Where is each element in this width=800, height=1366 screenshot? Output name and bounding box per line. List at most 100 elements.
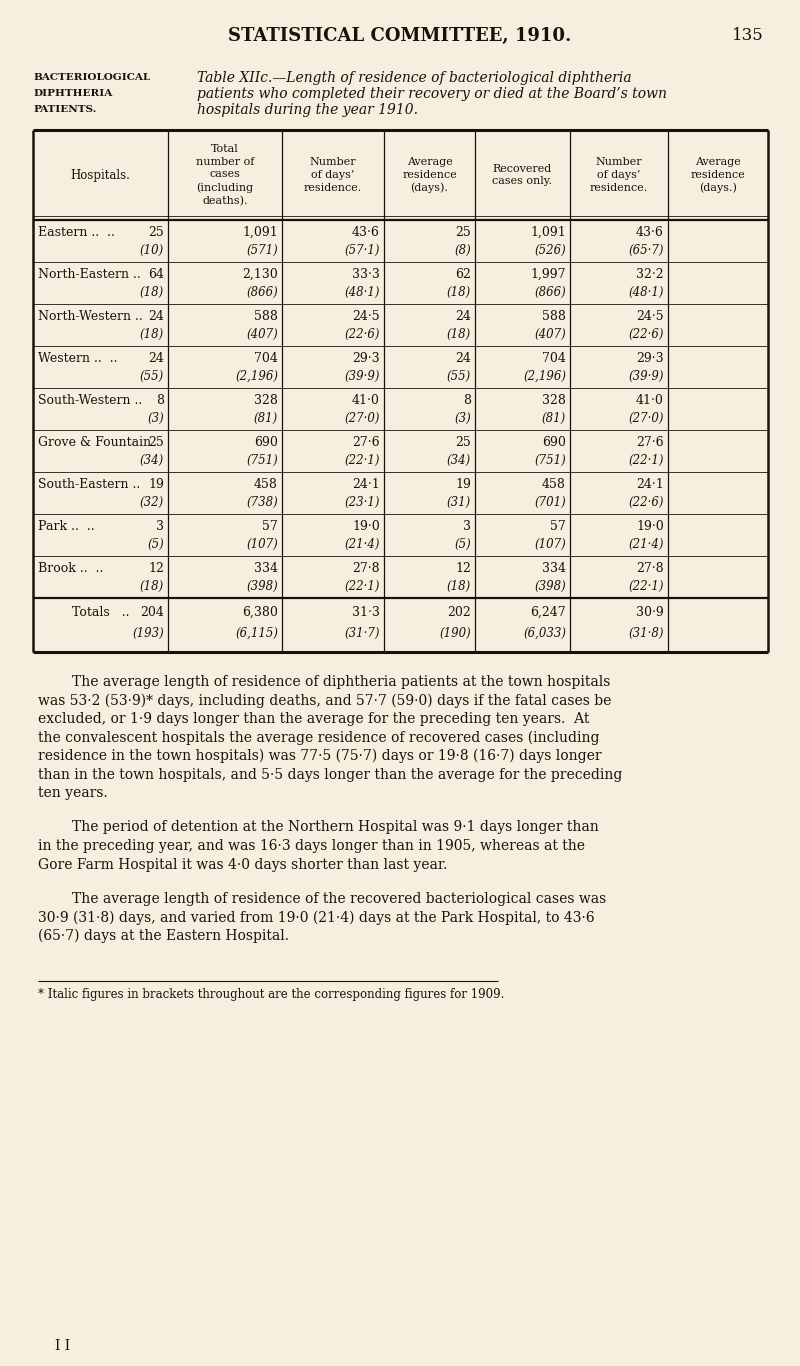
Text: 328: 328 xyxy=(542,395,566,407)
Text: 31·3: 31·3 xyxy=(352,607,380,619)
Text: 135: 135 xyxy=(732,27,764,45)
Text: (65·7) days at the Eastern Hospital.: (65·7) days at the Eastern Hospital. xyxy=(38,929,289,943)
Text: 2,130: 2,130 xyxy=(242,268,278,281)
Text: (3): (3) xyxy=(454,411,471,425)
Text: BACTERIOLOGICAL: BACTERIOLOGICAL xyxy=(33,74,150,82)
Text: 690: 690 xyxy=(254,436,278,449)
Text: (866): (866) xyxy=(534,285,566,299)
Text: STATISTICAL COMMITTEE, 1910.: STATISTICAL COMMITTEE, 1910. xyxy=(228,27,572,45)
Text: (526): (526) xyxy=(534,243,566,257)
Text: 30·9: 30·9 xyxy=(636,607,664,619)
Text: 334: 334 xyxy=(542,561,566,575)
Text: (8): (8) xyxy=(454,243,471,257)
Text: (22·1): (22·1) xyxy=(345,454,380,467)
Text: (5): (5) xyxy=(147,538,164,550)
Text: (65·7): (65·7) xyxy=(629,243,664,257)
Text: 25: 25 xyxy=(455,227,471,239)
Text: (701): (701) xyxy=(534,496,566,508)
Text: 29·3: 29·3 xyxy=(636,352,664,365)
Text: 25: 25 xyxy=(148,436,164,449)
Text: 57: 57 xyxy=(262,520,278,533)
Text: (571): (571) xyxy=(246,243,278,257)
Text: 8: 8 xyxy=(156,395,164,407)
Text: 588: 588 xyxy=(254,310,278,324)
Text: 24·5: 24·5 xyxy=(352,310,380,324)
Text: (193): (193) xyxy=(132,627,164,639)
Text: ten years.: ten years. xyxy=(38,785,108,800)
Text: (866): (866) xyxy=(246,285,278,299)
Text: (32): (32) xyxy=(140,496,164,508)
Text: 458: 458 xyxy=(254,478,278,492)
Text: 24: 24 xyxy=(455,352,471,365)
Text: 204: 204 xyxy=(140,607,164,619)
Text: 57: 57 xyxy=(550,520,566,533)
Text: 6,380: 6,380 xyxy=(242,607,278,619)
Text: (22·1): (22·1) xyxy=(345,579,380,593)
Text: than in the town hospitals, and 5·5 days longer than the average for the precedi: than in the town hospitals, and 5·5 days… xyxy=(38,768,622,781)
Text: 41·0: 41·0 xyxy=(636,395,664,407)
Text: 29·3: 29·3 xyxy=(352,352,380,365)
Text: (57·1): (57·1) xyxy=(345,243,380,257)
Text: 19·0: 19·0 xyxy=(636,520,664,533)
Text: the convalescent hospitals the average residence of recovered cases (including: the convalescent hospitals the average r… xyxy=(38,731,599,744)
Text: I I: I I xyxy=(55,1339,70,1352)
Text: (18): (18) xyxy=(446,579,471,593)
Text: Table XIIc.—Length of residence of bacteriological diphtheria: Table XIIc.—Length of residence of bacte… xyxy=(197,71,632,85)
Text: 1,997: 1,997 xyxy=(530,268,566,281)
Text: 64: 64 xyxy=(148,268,164,281)
Text: 19·0: 19·0 xyxy=(352,520,380,533)
Text: 588: 588 xyxy=(542,310,566,324)
Text: 12: 12 xyxy=(148,561,164,575)
Text: (18): (18) xyxy=(446,328,471,340)
Text: (738): (738) xyxy=(246,496,278,508)
Text: 19: 19 xyxy=(455,478,471,492)
Text: Total
number of
cases
(including
deaths).: Total number of cases (including deaths)… xyxy=(196,143,254,206)
Text: Hospitals.: Hospitals. xyxy=(70,168,130,182)
Text: 24: 24 xyxy=(455,310,471,324)
Text: (190): (190) xyxy=(439,627,471,639)
Text: patients who completed their recovery or died at the Board’s town: patients who completed their recovery or… xyxy=(197,87,667,101)
Text: Totals   ..: Totals .. xyxy=(72,607,130,619)
Text: (81): (81) xyxy=(254,411,278,425)
Text: (18): (18) xyxy=(140,285,164,299)
Text: (751): (751) xyxy=(246,454,278,467)
Text: 32·2: 32·2 xyxy=(636,268,664,281)
Text: (22·1): (22·1) xyxy=(629,579,664,593)
Text: 43·6: 43·6 xyxy=(636,227,664,239)
Text: 1,091: 1,091 xyxy=(530,227,566,239)
Text: 62: 62 xyxy=(455,268,471,281)
Text: (6,033): (6,033) xyxy=(523,627,566,639)
Text: (18): (18) xyxy=(140,328,164,340)
Text: 704: 704 xyxy=(254,352,278,365)
Text: 704: 704 xyxy=(542,352,566,365)
Text: was 53·2 (53·9)* days, including deaths, and 57·7 (59·0) days if the fatal cases: was 53·2 (53·9)* days, including deaths,… xyxy=(38,694,611,708)
Text: (81): (81) xyxy=(542,411,566,425)
Text: (22·6): (22·6) xyxy=(345,328,380,340)
Text: (18): (18) xyxy=(446,285,471,299)
Text: (31): (31) xyxy=(446,496,471,508)
Text: 24·5: 24·5 xyxy=(636,310,664,324)
Text: Eastern ..  ..: Eastern .. .. xyxy=(38,227,115,239)
Text: (48·1): (48·1) xyxy=(629,285,664,299)
Text: 3: 3 xyxy=(463,520,471,533)
Text: (107): (107) xyxy=(246,538,278,550)
Text: 24·1: 24·1 xyxy=(636,478,664,492)
Text: (3): (3) xyxy=(147,411,164,425)
Text: 27·6: 27·6 xyxy=(352,436,380,449)
Text: 27·6: 27·6 xyxy=(636,436,664,449)
Text: 1,091: 1,091 xyxy=(242,227,278,239)
Text: 24: 24 xyxy=(148,310,164,324)
Text: Brook ..  ..: Brook .. .. xyxy=(38,561,103,575)
Text: (27·0): (27·0) xyxy=(345,411,380,425)
Text: North-Western ..: North-Western .. xyxy=(38,310,142,324)
Text: (34): (34) xyxy=(446,454,471,467)
Text: 41·0: 41·0 xyxy=(352,395,380,407)
Text: The average length of residence of the recovered bacteriological cases was: The average length of residence of the r… xyxy=(72,892,606,906)
Text: South-Eastern ..: South-Eastern .. xyxy=(38,478,140,492)
Text: hospitals during the year 1910.: hospitals during the year 1910. xyxy=(197,102,418,117)
Text: Average
residence
(days.): Average residence (days.) xyxy=(690,157,746,193)
Text: 25: 25 xyxy=(455,436,471,449)
Text: 8: 8 xyxy=(463,395,471,407)
Text: PATIENTS.: PATIENTS. xyxy=(33,105,96,115)
Text: (27·0): (27·0) xyxy=(629,411,664,425)
